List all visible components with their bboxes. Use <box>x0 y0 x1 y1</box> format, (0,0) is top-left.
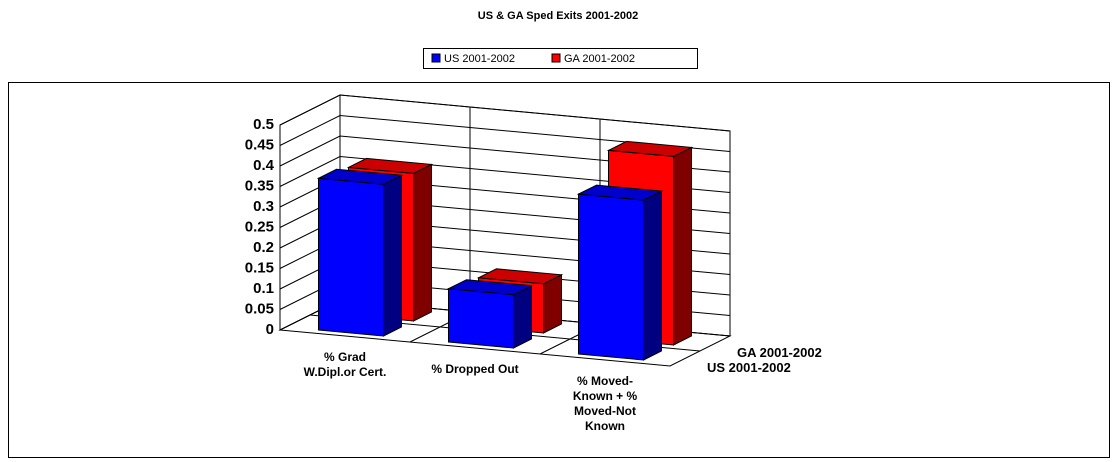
bar-top <box>476 268 564 285</box>
x-tick-label: % Dropped Out <box>431 362 519 376</box>
y-tick-label: 0.2 <box>253 239 274 256</box>
bar-front <box>578 193 644 361</box>
bar-side <box>413 163 432 322</box>
bar-side <box>383 174 402 337</box>
bar <box>316 168 404 337</box>
bar-side <box>673 146 692 346</box>
chart-title: US & GA Sped Exits 2001-2002 <box>478 10 638 22</box>
grid-line <box>279 135 731 173</box>
depth-label: GA 2001-2002 <box>737 345 822 360</box>
legend-swatch <box>431 53 441 63</box>
legend: US 2001-2002 GA 2001-2002 <box>423 48 698 69</box>
y-tick-label: 0.35 <box>245 177 274 194</box>
bar-front <box>448 288 514 349</box>
bar-top <box>316 168 404 185</box>
legend-label: GA 2001-2002 <box>564 53 635 65</box>
bar-top <box>446 279 534 296</box>
y-tick-label: 0.4 <box>253 157 275 174</box>
y-tick-label: 0 <box>266 321 274 338</box>
y-tick-label: 0.45 <box>245 136 274 153</box>
grid-line <box>279 94 731 132</box>
grid-line <box>279 155 731 193</box>
y-tick-label: 0.5 <box>253 116 274 133</box>
y-tick-label: 0.15 <box>245 259 274 276</box>
legend-label: US 2001-2002 <box>444 53 515 65</box>
y-tick-label: 0.05 <box>245 300 274 317</box>
bar-top <box>606 140 694 157</box>
chart-frame <box>8 82 1110 458</box>
x-tick-label: % Moved-Known + % Moved-Not Known <box>572 374 638 433</box>
bar <box>446 279 534 349</box>
bar-front <box>318 177 384 337</box>
bar-side <box>643 190 662 361</box>
depth-label: US 2001-2002 <box>707 360 791 375</box>
y-tick-label: 0.1 <box>253 280 274 297</box>
legend-swatch <box>551 53 561 63</box>
y-tick-label: 0.25 <box>245 218 274 235</box>
bar-side <box>513 284 532 349</box>
bar-top <box>346 157 434 174</box>
y-tick-label: 0.3 <box>253 198 274 215</box>
x-tick-label: % Grad W.Dipl.or Cert. <box>303 350 387 379</box>
bar <box>576 184 664 361</box>
bar-side <box>543 273 562 334</box>
grid-line <box>279 114 731 152</box>
bar-top <box>576 184 664 201</box>
